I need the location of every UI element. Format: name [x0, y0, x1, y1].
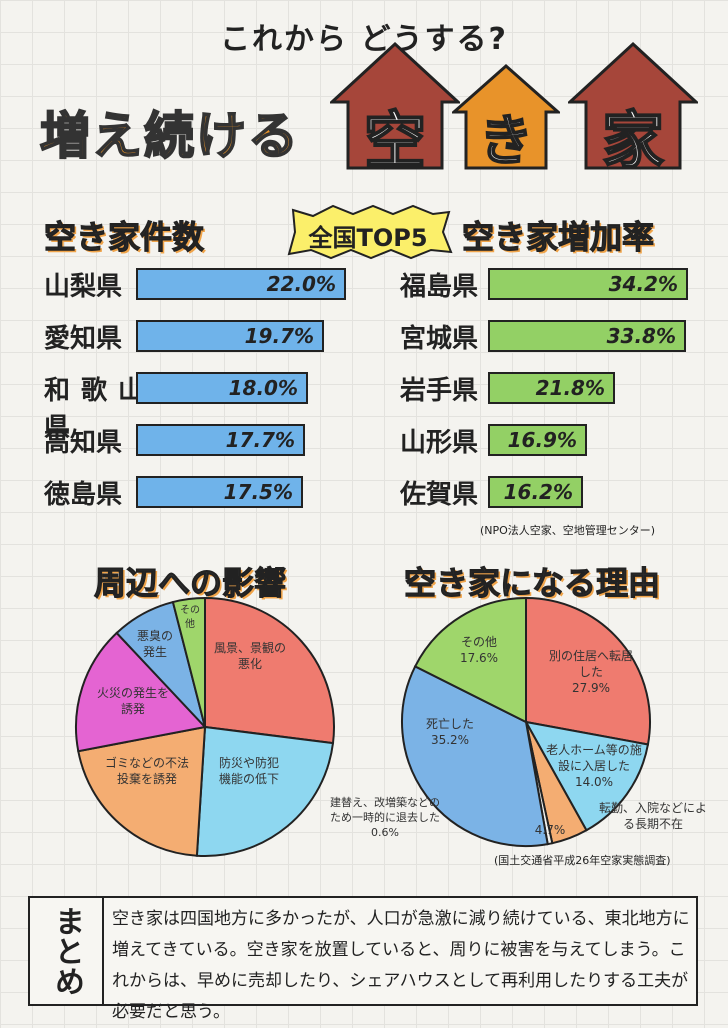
house-icon: [328, 41, 462, 170]
reasons-value-transfer: 4.7%: [534, 823, 566, 837]
count-bar: 22.0%: [136, 268, 346, 300]
impact-label-garbage: ゴミなどの不法投棄を誘発: [104, 756, 189, 787]
impact-label-disaster: 防災や防犯機能の低下: [218, 756, 279, 787]
top5-badge: 全国TOP5: [283, 204, 453, 260]
count-bar-value: 17.7%: [225, 428, 295, 452]
increase-bar: 34.2%: [488, 268, 688, 300]
increase-pref-name: 福島県: [400, 272, 479, 302]
reasons-slice-4: [401, 665, 549, 847]
main-title: 増え続ける: [39, 106, 300, 166]
reasons-pie-chart: [401, 596, 651, 847]
increase-bar-value: 21.8%: [535, 376, 605, 400]
reasons-label-other: その他 17.6%: [459, 635, 499, 666]
increase-bar: 33.8%: [488, 320, 686, 352]
increase-pref-name: 佐賀県: [400, 480, 479, 510]
house-char-3: 家: [601, 103, 665, 178]
count-bar: 17.7%: [136, 424, 305, 456]
ranking-source: (NPO法人空家、空地管理センター): [480, 524, 656, 537]
summary-label: まとめ: [30, 898, 104, 1004]
reasons-label-rebuild: 建替え、改増築などのため一時的に退去した 0.6%: [330, 796, 440, 839]
reasons-label-nursing: 老人ホーム等の施設に入居した 14.0%: [546, 743, 642, 790]
vacancy-count-title: 空き家件数: [43, 218, 205, 257]
reasons-title: 空き家になる理由: [403, 564, 661, 603]
impact-label-scenery: 風景、景観の悪化: [213, 641, 286, 672]
impact-title: 周辺への影響: [93, 564, 287, 603]
reasons-slice-1: [524, 720, 650, 832]
increase-bar: 21.8%: [488, 372, 615, 404]
count-bar: 19.7%: [136, 320, 324, 352]
increase-bar-value: 34.2%: [608, 272, 678, 296]
increase-bar-value: 16.9%: [507, 428, 577, 452]
house-red-right: 家: [566, 40, 700, 178]
house-icon: [566, 41, 700, 170]
count-pref-name: 山梨県: [44, 272, 123, 302]
impact-slice-3: [75, 631, 207, 753]
increase-bar-value: 16.2%: [503, 480, 573, 504]
reasons-source: (国土交通省平成26年空家実態調査): [494, 854, 671, 867]
count-bar: 17.5%: [136, 476, 303, 508]
house-char-1: 空: [363, 103, 427, 178]
count-bar-value: 17.5%: [223, 480, 293, 504]
count-pref-name: 愛知県: [44, 324, 123, 354]
impact-slice-5: [171, 596, 206, 728]
impact-pie-chart: [75, 596, 335, 857]
impact-slice-2: [77, 725, 207, 857]
increase-pref-name: 岩手県: [400, 376, 479, 406]
reasons-label-moved: 別の住居へ転居した 27.9%: [548, 649, 633, 696]
reasons-slice-0: [525, 596, 651, 746]
vacancy-increase-title: 空き家増加率: [461, 218, 655, 257]
increase-bar-value: 33.8%: [606, 324, 676, 348]
count-bar-value: 18.0%: [228, 376, 298, 400]
count-bar-value: 19.7%: [244, 324, 314, 348]
top5-text: 全国TOP5: [308, 224, 428, 252]
reasons-label-transfer: 転勤、入院などによる長期不在: [598, 801, 707, 832]
increase-pref-name: 宮城県: [400, 324, 479, 354]
impact-slice-0: [204, 596, 335, 745]
reasons-label-died: 死亡した 35.2%: [425, 717, 474, 748]
impact-label-odor: 悪臭の発生: [136, 629, 173, 660]
subtitle: これから どうする?: [220, 22, 508, 57]
house-red-left: 空: [328, 40, 462, 178]
house-orange: き: [450, 62, 562, 173]
impact-label-fire: 火災の発生を誘発: [96, 686, 169, 717]
summary-box: まとめ 空き家は四国地方に多かったが、人口が急激に減り続けている、東北地方に増え…: [28, 896, 698, 1022]
house-icon: [450, 63, 562, 170]
summary-text: 空き家は四国地方に多かったが、人口が急激に減り続けている、東北地方に増えてきてい…: [112, 909, 690, 1022]
increase-bar: 16.9%: [488, 424, 587, 456]
house-char-2: き: [478, 108, 534, 173]
impact-slice-1: [195, 725, 335, 857]
increase-pref-name: 山形県: [400, 428, 479, 458]
count-pref-name: 徳島県: [44, 480, 123, 510]
count-pref-name: 和歌山県: [44, 376, 144, 443]
impact-label-other: その他: [180, 605, 200, 630]
count-bar-value: 22.0%: [266, 272, 336, 296]
count-bar: 18.0%: [136, 372, 308, 404]
increase-bar: 16.2%: [488, 476, 583, 508]
count-pref-name: 高知県: [44, 428, 123, 458]
reasons-slice-5: [413, 596, 527, 724]
starburst-icon: [287, 204, 453, 260]
